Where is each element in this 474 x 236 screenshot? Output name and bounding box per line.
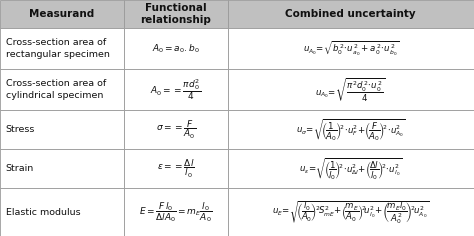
Bar xyxy=(0,69,124,110)
Bar xyxy=(0,0,124,28)
Bar xyxy=(228,149,474,188)
Bar xyxy=(0,110,124,149)
Text: Cross-section area of
cylindrical specimen: Cross-section area of cylindrical specim… xyxy=(6,79,106,100)
Text: Functional
relationship: Functional relationship xyxy=(140,3,211,25)
Bar xyxy=(228,28,474,69)
Text: $u_\sigma\!=\!\sqrt{\!\left(\!\dfrac{1}{A_0}\!\right)^{\!2}\!\cdot\! u_F^{2}\!+\: $u_\sigma\!=\!\sqrt{\!\left(\!\dfrac{1}{… xyxy=(296,117,406,143)
Text: $u_\varepsilon\!=\!\sqrt{\!\left(\!\dfrac{1}{l_0}\!\right)^{\!2}\!\cdot\! u_{\De: $u_\varepsilon\!=\!\sqrt{\!\left(\!\dfra… xyxy=(299,156,402,182)
Bar xyxy=(124,0,228,28)
Text: $E = \dfrac{F\,l_0}{\Delta l A_0} = m_E\dfrac{l_0}{A_0}$: $E = \dfrac{F\,l_0}{\Delta l A_0} = m_E\… xyxy=(139,200,212,224)
Bar xyxy=(124,188,228,236)
Bar xyxy=(0,28,124,69)
Text: Elastic modulus: Elastic modulus xyxy=(6,208,80,217)
Bar xyxy=(228,188,474,236)
Bar xyxy=(0,188,124,236)
Bar xyxy=(124,28,228,69)
Bar xyxy=(124,149,228,188)
Bar xyxy=(228,69,474,110)
Text: Cross-section area of
rectangular specimen: Cross-section area of rectangular specim… xyxy=(6,38,109,59)
Text: $A_0 = a_0.b_0$: $A_0 = a_0.b_0$ xyxy=(152,42,200,55)
Text: Combined uncertainty: Combined uncertainty xyxy=(285,9,416,19)
Bar xyxy=(0,149,124,188)
Text: $u_{A_0}\!=\!\sqrt{b_0^{\,2}\!\cdot\! u_{a_0}^{\,2}+a_0^{\,2}\!\cdot\! u_{b_0}^{: $u_{A_0}\!=\!\sqrt{b_0^{\,2}\!\cdot\! u_… xyxy=(302,39,399,58)
Text: Stress: Stress xyxy=(6,125,35,135)
Bar xyxy=(228,0,474,28)
Bar xyxy=(124,69,228,110)
Bar xyxy=(124,110,228,149)
Text: $\varepsilon = =\dfrac{\Delta l}{l_0}$: $\varepsilon = =\dfrac{\Delta l}{l_0}$ xyxy=(157,158,195,180)
Text: Strain: Strain xyxy=(6,164,34,173)
Text: $\sigma = =\dfrac{F}{A_0}$: $\sigma = =\dfrac{F}{A_0}$ xyxy=(156,119,196,141)
Text: Measurand: Measurand xyxy=(29,9,95,19)
Text: $u_E\!=\!\sqrt{\!\left(\!\dfrac{l_0}{A_0}\!\right)^{\!2}\!S_{mE}^{2}\!+\!\left(\: $u_E\!=\!\sqrt{\!\left(\!\dfrac{l_0}{A_0… xyxy=(272,199,429,226)
Text: $A_0 = =\dfrac{\pi d_0^{2}}{4}$: $A_0 = =\dfrac{\pi d_0^{2}}{4}$ xyxy=(150,77,201,102)
Text: $u_{A_0}\!=\!\sqrt{\dfrac{\pi^2 d_0^{\,2}\!\cdot\! u_0^{\,2}}{4}}$: $u_{A_0}\!=\!\sqrt{\dfrac{\pi^2 d_0^{\,2… xyxy=(315,76,386,103)
Bar xyxy=(228,110,474,149)
